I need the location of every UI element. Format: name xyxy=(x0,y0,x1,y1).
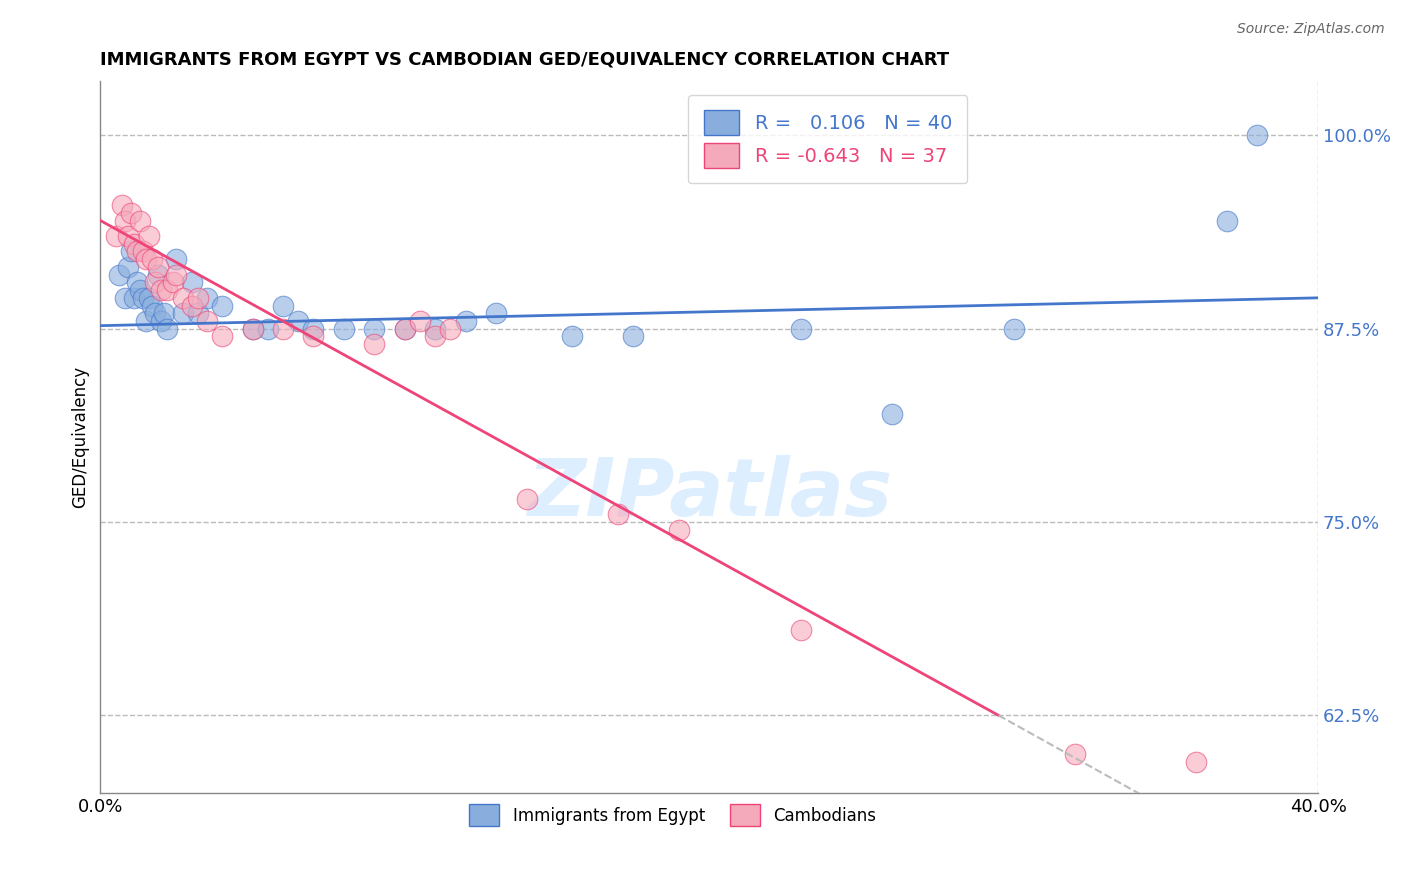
Point xyxy=(256,322,278,336)
Point xyxy=(302,322,325,336)
Point xyxy=(135,314,157,328)
Point xyxy=(172,291,194,305)
Point xyxy=(138,229,160,244)
Point xyxy=(120,244,142,259)
Point xyxy=(211,299,233,313)
Point xyxy=(150,314,173,328)
Point xyxy=(138,291,160,305)
Point xyxy=(394,322,416,336)
Point xyxy=(242,322,264,336)
Point xyxy=(162,276,184,290)
Point xyxy=(1063,747,1085,761)
Point xyxy=(104,229,127,244)
Legend: Immigrants from Egypt, Cambodians: Immigrants from Egypt, Cambodians xyxy=(461,796,884,834)
Point xyxy=(107,268,129,282)
Point xyxy=(187,291,209,305)
Point xyxy=(114,213,136,227)
Point xyxy=(333,322,356,336)
Point xyxy=(143,276,166,290)
Point xyxy=(117,260,139,274)
Point xyxy=(211,329,233,343)
Point xyxy=(141,252,163,267)
Y-axis label: GED/Equivalency: GED/Equivalency xyxy=(72,366,89,508)
Point xyxy=(195,291,218,305)
Point xyxy=(302,329,325,343)
Point xyxy=(117,229,139,244)
Point xyxy=(485,306,508,320)
Point xyxy=(125,276,148,290)
Point xyxy=(1185,755,1208,769)
Point xyxy=(150,283,173,297)
Point xyxy=(668,523,690,537)
Point xyxy=(789,624,811,638)
Point xyxy=(172,306,194,320)
Point xyxy=(271,299,294,313)
Point xyxy=(132,244,155,259)
Point xyxy=(129,283,152,297)
Point xyxy=(187,306,209,320)
Point xyxy=(156,283,179,297)
Point xyxy=(1216,213,1239,227)
Point xyxy=(271,322,294,336)
Point xyxy=(180,299,202,313)
Point xyxy=(141,299,163,313)
Point xyxy=(516,491,538,506)
Point xyxy=(394,322,416,336)
Point xyxy=(180,276,202,290)
Point xyxy=(1002,322,1025,336)
Point xyxy=(242,322,264,336)
Text: Source: ZipAtlas.com: Source: ZipAtlas.com xyxy=(1237,22,1385,37)
Point xyxy=(195,314,218,328)
Point xyxy=(135,252,157,267)
Point xyxy=(363,322,385,336)
Point xyxy=(454,314,477,328)
Point xyxy=(409,314,432,328)
Point xyxy=(606,508,628,522)
Point xyxy=(122,236,145,251)
Point xyxy=(143,306,166,320)
Point xyxy=(166,268,188,282)
Point xyxy=(153,306,176,320)
Point xyxy=(789,322,811,336)
Point xyxy=(621,329,644,343)
Text: IMMIGRANTS FROM EGYPT VS CAMBODIAN GED/EQUIVALENCY CORRELATION CHART: IMMIGRANTS FROM EGYPT VS CAMBODIAN GED/E… xyxy=(100,51,949,69)
Point xyxy=(114,291,136,305)
Point xyxy=(425,322,447,336)
Point xyxy=(125,244,148,259)
Point xyxy=(120,206,142,220)
Point xyxy=(425,329,447,343)
Point xyxy=(156,322,179,336)
Point xyxy=(111,198,134,212)
Point xyxy=(129,213,152,227)
Point xyxy=(122,291,145,305)
Point xyxy=(439,322,461,336)
Point xyxy=(148,268,170,282)
Point xyxy=(148,260,170,274)
Point xyxy=(880,407,903,421)
Point xyxy=(1246,128,1268,143)
Point xyxy=(287,314,309,328)
Text: ZIPatlas: ZIPatlas xyxy=(527,455,891,533)
Point xyxy=(132,291,155,305)
Point xyxy=(363,337,385,351)
Point xyxy=(166,252,188,267)
Point xyxy=(561,329,583,343)
